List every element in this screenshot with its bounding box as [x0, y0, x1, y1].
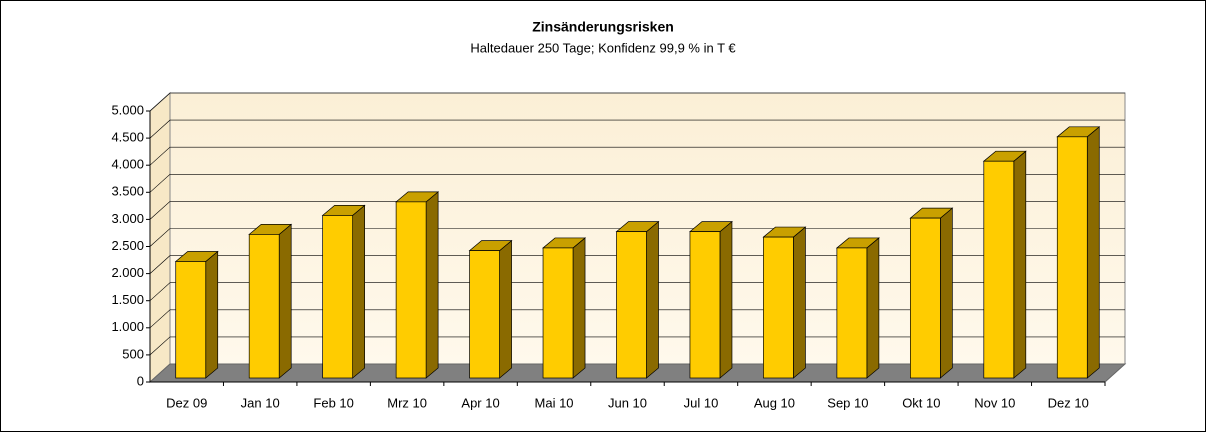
- bar-side: [939, 207, 953, 379]
- y-tick-label: 4.500: [111, 130, 144, 145]
- grid-line: [149, 119, 1125, 139]
- bar-side: [425, 191, 439, 379]
- bar: [909, 217, 941, 379]
- x-tick-label: Mrz 10: [387, 395, 427, 410]
- y-tick-label: 4.000: [111, 157, 144, 172]
- bar: [983, 160, 1015, 379]
- bar: [322, 215, 354, 379]
- bar-side: [278, 223, 292, 379]
- bar: [689, 231, 721, 379]
- grid-line: [149, 146, 1125, 166]
- bar: [395, 201, 427, 379]
- bar-side: [1086, 126, 1100, 379]
- bar: [763, 236, 794, 379]
- bar: [1056, 136, 1088, 379]
- grid-line: [149, 255, 1125, 274]
- bar-side: [352, 204, 366, 379]
- grid-line: [149, 228, 1125, 247]
- x-tick-label: Jun 10: [608, 395, 647, 410]
- y-tick-label: 2.000: [111, 265, 144, 280]
- x-tick-label: Apr 10: [461, 395, 499, 410]
- x-tick-label: Jul 10: [684, 395, 719, 410]
- bar: [836, 247, 868, 379]
- y-tick-label: 5.000: [111, 102, 144, 117]
- x-tick-label: Jan 10: [241, 395, 280, 410]
- y-tick-label: 3.500: [111, 184, 144, 199]
- bar: [469, 250, 500, 379]
- chart-subtitle: Haltedauer 250 Tage; Konfidenz 99,9 % in…: [470, 40, 736, 55]
- y-tick-label: 2.500: [111, 238, 144, 253]
- grid-line: [149, 336, 1125, 356]
- bar-side: [719, 220, 733, 379]
- bar-side: [572, 237, 586, 379]
- x-tick-label: Dez 09: [166, 395, 207, 410]
- x-tick-label: Mai 10: [535, 395, 574, 410]
- bar-side: [646, 220, 659, 379]
- grid-line: [149, 282, 1125, 301]
- x-tick-label: Sep 10: [827, 395, 868, 410]
- bar: [248, 234, 280, 379]
- y-tick-label: 500: [122, 346, 144, 361]
- chart-title: Zinsänderungsrisken: [532, 19, 674, 35]
- grid-line: [149, 174, 1125, 193]
- bar: [175, 261, 207, 379]
- bar-side: [1013, 150, 1027, 379]
- x-tick-label: Aug 10: [754, 395, 795, 410]
- y-tick-label: 3.000: [111, 211, 144, 226]
- bar: [542, 247, 574, 379]
- bar: [616, 231, 647, 379]
- y-tick-label: 1.000: [111, 319, 144, 334]
- grid-line: [149, 92, 1125, 112]
- bar-side: [793, 226, 806, 379]
- bar-side: [499, 239, 512, 379]
- x-tick-label: Dez 10: [1048, 395, 1089, 410]
- x-tick-label: Okt 10: [902, 395, 940, 410]
- x-tick-label: Feb 10: [313, 395, 353, 410]
- bar-side: [205, 250, 219, 379]
- y-tick-label: 0: [137, 373, 144, 388]
- bar-side: [866, 237, 880, 379]
- y-tick-label: 1.500: [111, 292, 144, 307]
- x-tick-label: Nov 10: [974, 395, 1015, 410]
- grid-line: [149, 309, 1125, 329]
- grid-line: [149, 201, 1125, 220]
